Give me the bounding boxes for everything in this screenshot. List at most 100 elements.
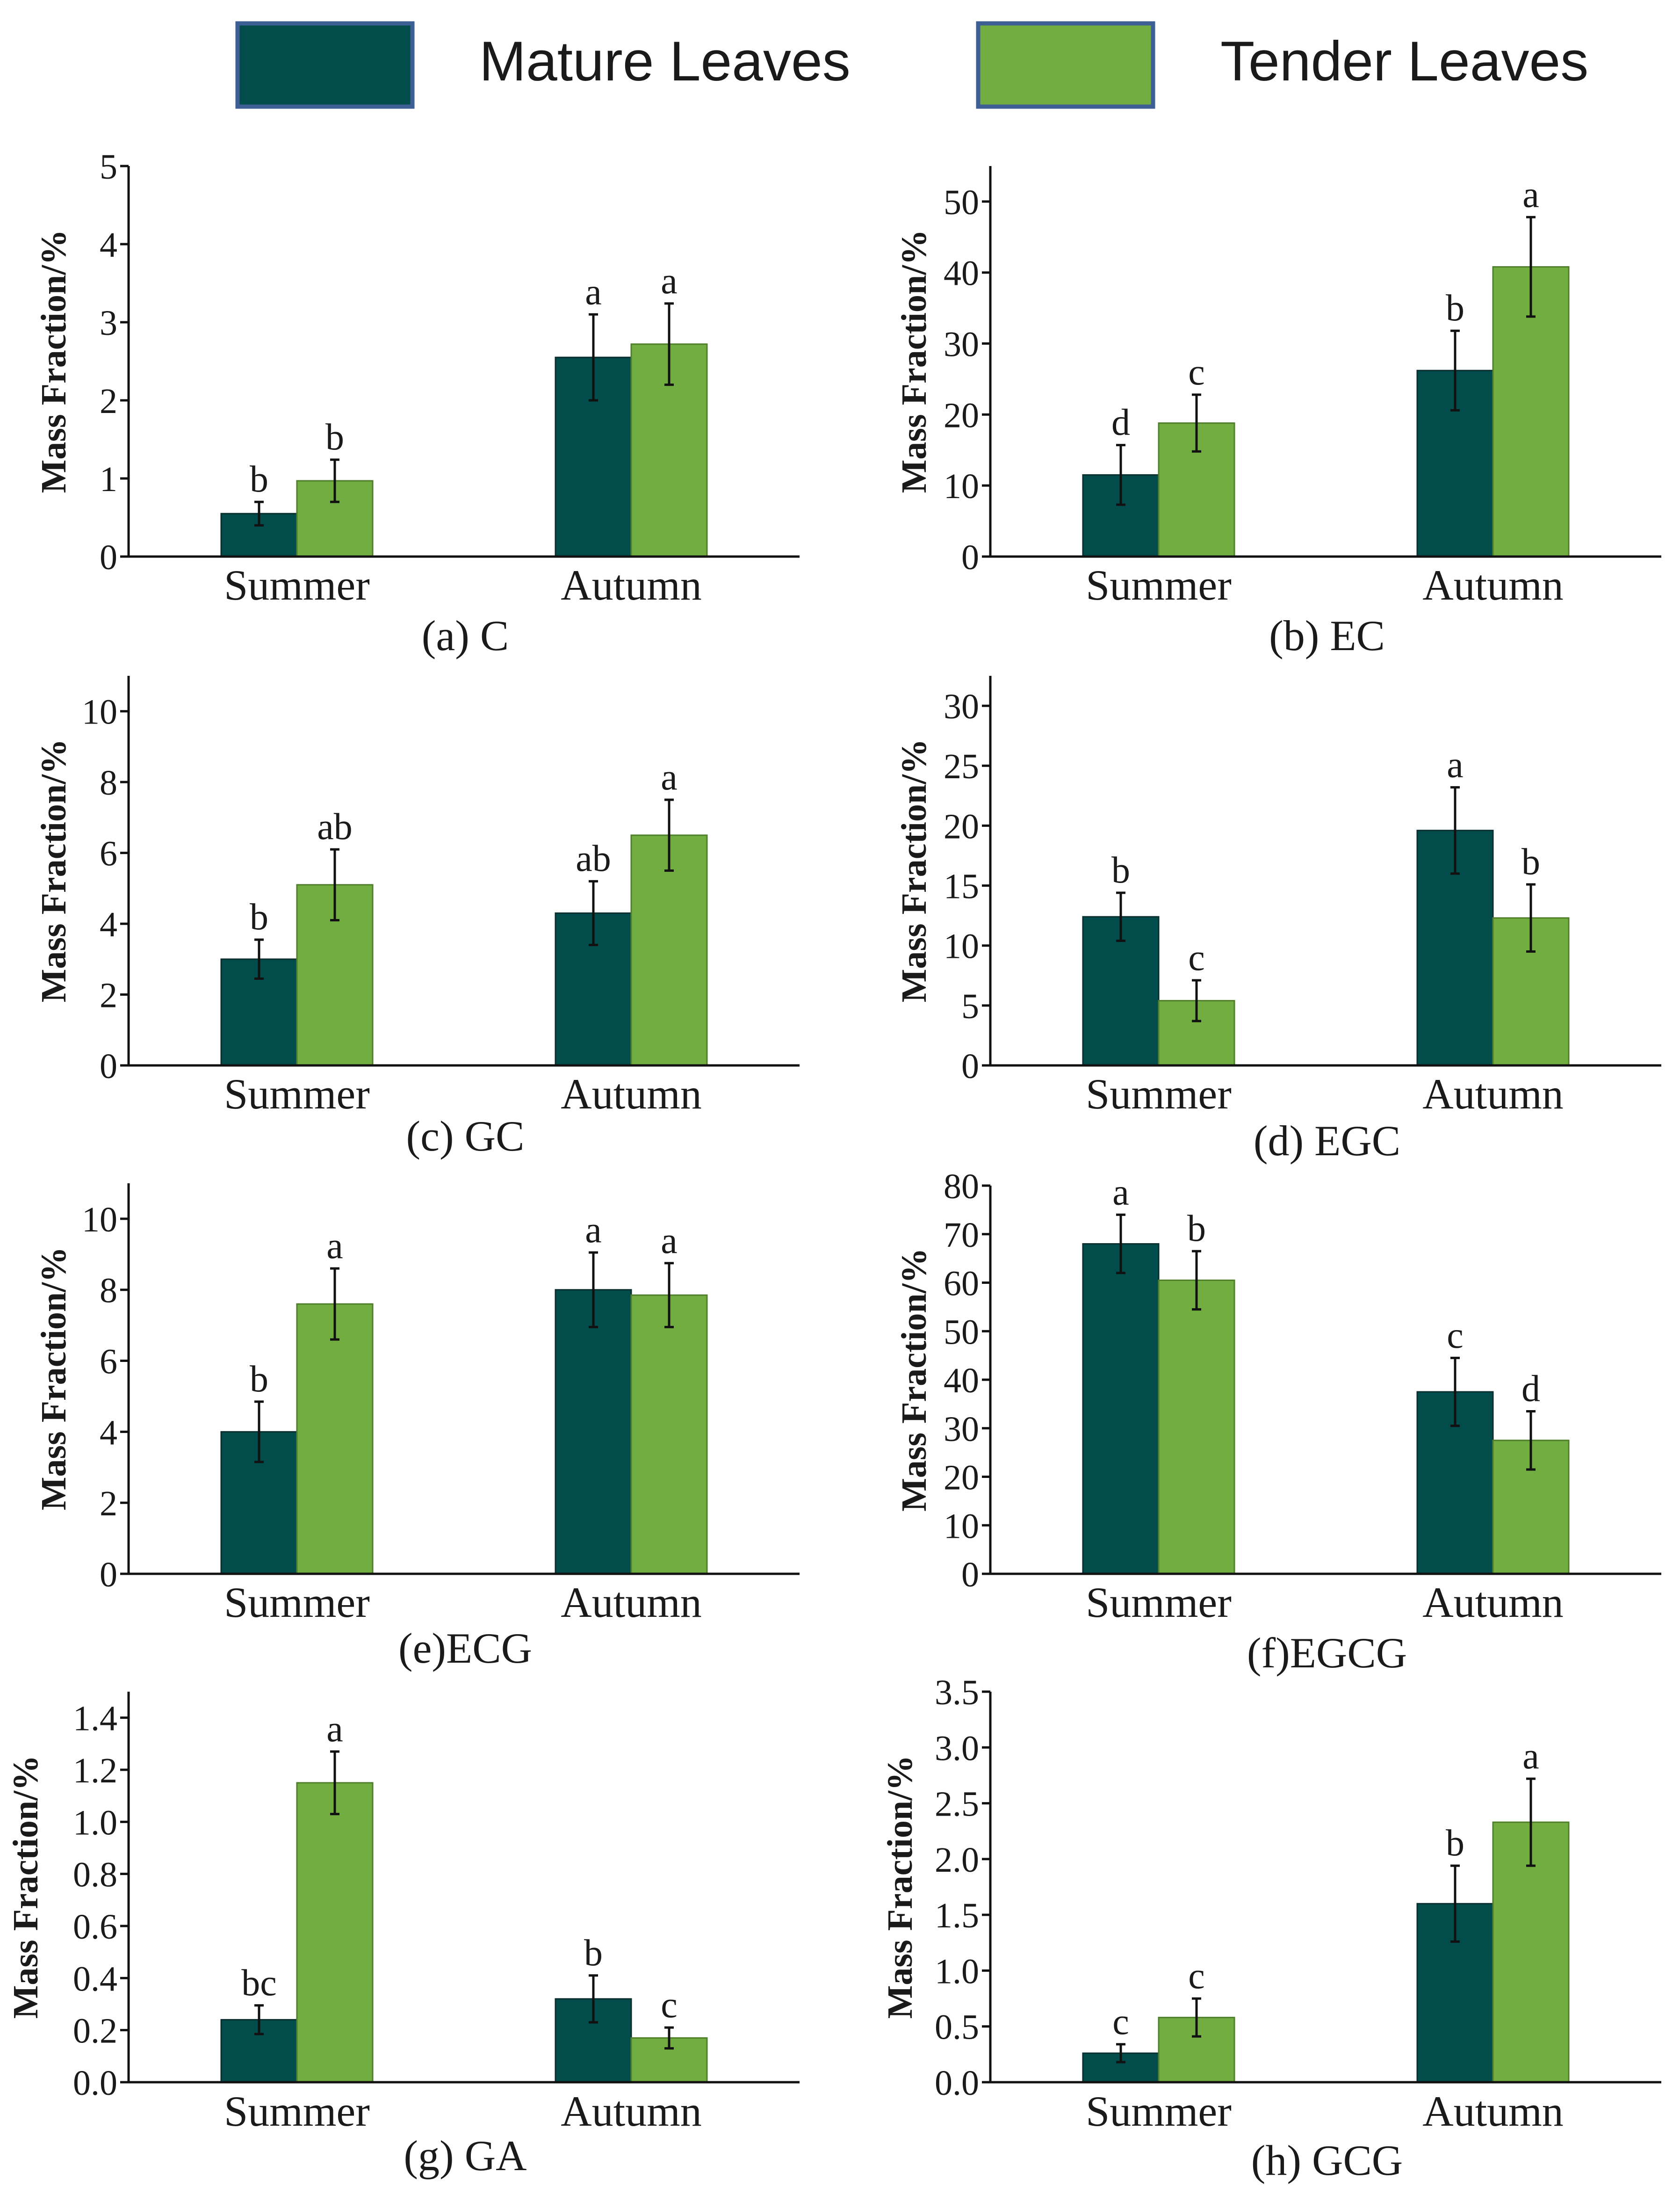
chart-panel-5: b a a a 0 2 4 6 8 10 Summer Autumn Mass Fraction/% (e… <box>34 1183 800 1672</box>
y-tick-label: 30 <box>944 687 979 726</box>
category-label: Summer <box>224 561 370 609</box>
category-label: Autumn <box>1422 561 1564 609</box>
y-tick-label: 20 <box>944 1458 979 1498</box>
chart-panel-8: c b c a 0.0 0.5 1.0 1.5 2.0 2.5 3.0 3.5 Summer Autumn… <box>880 1673 1661 2184</box>
significance-letter: b <box>1111 850 1130 891</box>
significance-letter: a <box>585 1209 602 1251</box>
chart-caption: (h) GCG <box>1251 2136 1403 2184</box>
chart-caption: (d) EGC <box>1254 1117 1400 1165</box>
category-label: Autumn <box>561 1578 702 1626</box>
significance-letter: a <box>661 757 678 798</box>
significance-letter: d <box>1111 402 1130 443</box>
y-tick-label: 1.0 <box>935 1952 979 1991</box>
legend-label-tender: Tender Leaves <box>1220 30 1588 93</box>
significance-letter: bc <box>241 1962 277 2004</box>
bar <box>296 1782 374 2083</box>
y-tick-label: 70 <box>944 1216 979 1255</box>
y-tick-label: 50 <box>944 183 979 222</box>
legend-label-mature: Mature Leaves <box>479 30 851 93</box>
chart-panel-2: d b c a 0 10 20 30 40 50 Summer Autumn Mass Fraction… <box>894 166 1661 659</box>
y-axis-label: Mass Fraction/% <box>880 1755 920 2019</box>
category-label: Summer <box>1086 561 1232 609</box>
category-label: Summer <box>1086 2087 1232 2135</box>
y-tick-label: 0 <box>100 1555 117 1594</box>
category-label: Autumn <box>1422 1070 1564 1118</box>
significance-letter: b <box>1446 288 1464 329</box>
chart-panel-4: b a c b 0 5 10 15 20 25 30 Summer Autumn Mass Fractio… <box>894 676 1661 1165</box>
y-tick-label: 10 <box>82 1200 117 1239</box>
significance-letter: a <box>1522 174 1539 215</box>
category-label: Autumn <box>561 2087 702 2135</box>
y-tick-label: 1.5 <box>935 1896 979 1935</box>
bar <box>555 1289 632 1575</box>
y-tick-label: 2.5 <box>935 1785 979 1824</box>
significance-letter: a <box>326 1225 343 1267</box>
y-tick-label: 3.0 <box>935 1729 979 1768</box>
chart-panel-3: b ab ab a 0 2 4 6 8 10 Summer Autumn Mass Fraction/%… <box>34 676 800 1160</box>
legend-swatch-mature <box>235 21 415 109</box>
significance-letter: b <box>325 417 344 458</box>
y-tick-label: 2 <box>100 976 117 1015</box>
significance-letter: c <box>1112 2001 1129 2042</box>
category-label: Autumn <box>1422 1578 1564 1626</box>
y-tick-label: 40 <box>944 254 979 293</box>
y-tick-label: 10 <box>944 467 979 506</box>
bar <box>296 1303 374 1575</box>
significance-letter: b <box>250 459 268 500</box>
y-tick-label: 10 <box>82 693 117 732</box>
y-tick-label: 1.0 <box>73 1803 117 1842</box>
y-tick-label: 60 <box>944 1264 979 1303</box>
chart-caption: (f)EGCG <box>1247 1629 1407 1677</box>
y-tick-label: 1.4 <box>73 1699 117 1738</box>
significance-letter: b <box>1446 1823 1464 1864</box>
y-tick-label: 0 <box>961 538 979 577</box>
y-tick-label: 0 <box>961 1555 979 1594</box>
y-axis-label: Mass Fraction/% <box>34 739 73 1003</box>
y-tick-label: 0.6 <box>73 1907 117 1947</box>
significance-letter: ab <box>576 838 611 879</box>
category-label: Autumn <box>561 561 702 609</box>
y-axis-label: Mass Fraction/% <box>6 1755 45 2019</box>
chart-panel-7: bc b a c 0.0 0.2 0.4 0.6 0.8 1.0 1.2 1.4 Summer Autum… <box>6 1692 800 2179</box>
y-tick-label: 0 <box>961 1047 979 1086</box>
y-tick-label: 6 <box>100 1342 117 1382</box>
category-label: Summer <box>1086 1578 1232 1626</box>
chart-caption: (b) EC <box>1269 612 1385 659</box>
significance-letter: b <box>1521 841 1540 883</box>
y-axis-label: Mass Fraction/% <box>894 230 934 493</box>
y-tick-label: 2 <box>100 1484 117 1523</box>
y-tick-label: 2.0 <box>935 1840 979 1880</box>
y-tick-label: 15 <box>944 867 979 906</box>
y-tick-label: 5 <box>961 987 979 1026</box>
significance-letter: a <box>1112 1172 1129 1213</box>
y-tick-label: 4 <box>100 225 117 265</box>
significance-letter: b <box>584 1933 603 1974</box>
y-tick-label: 50 <box>944 1312 979 1352</box>
y-axis-label: Mass Fraction/% <box>34 230 73 493</box>
y-tick-label: 0.8 <box>73 1855 117 1895</box>
significance-letter: d <box>1521 1368 1540 1409</box>
category-label: Autumn <box>561 1070 702 1118</box>
y-tick-label: 4 <box>100 905 117 944</box>
y-tick-label: 0.0 <box>935 2063 979 2103</box>
y-axis-label: Mass Fraction/% <box>894 739 934 1003</box>
chart-caption: (g) GA <box>404 2132 526 2179</box>
significance-letter: c <box>661 1984 678 2026</box>
y-tick-label: 1.2 <box>73 1751 117 1790</box>
y-tick-label: 10 <box>944 1506 979 1546</box>
significance-letter: b <box>250 1359 268 1400</box>
significance-letter: a <box>1447 744 1464 785</box>
significance-letter: c <box>1447 1315 1464 1356</box>
y-tick-label: 25 <box>944 747 979 786</box>
chart-caption: (e)ECG <box>398 1624 532 1672</box>
y-tick-label: 4 <box>100 1413 117 1452</box>
category-label: Summer <box>224 1070 370 1118</box>
y-tick-label: 0 <box>100 538 117 577</box>
y-tick-label: 3.5 <box>935 1673 979 1712</box>
y-tick-label: 80 <box>944 1167 979 1206</box>
significance-letter: a <box>661 1220 678 1261</box>
y-tick-label: 0.2 <box>73 2012 117 2051</box>
y-axis-label: Mass Fraction/% <box>34 1247 73 1511</box>
significance-letter: c <box>1188 352 1205 393</box>
